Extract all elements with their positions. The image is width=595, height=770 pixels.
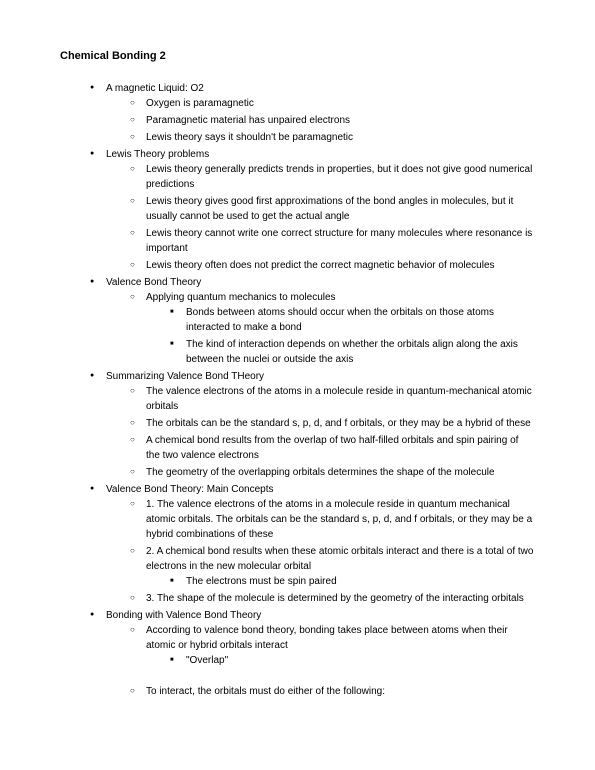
- list-item: The electrons must be spin paired: [170, 574, 535, 589]
- list-item: Applying quantum mechanics to molecules B…: [130, 290, 535, 367]
- list-item-text: Lewis theory cannot write one correct st…: [146, 228, 532, 254]
- list-item: Lewis Theory problems Lewis theory genera…: [90, 147, 535, 273]
- list-item-text: "Overlap": [186, 655, 228, 666]
- list-item-text: Paramagnetic material has unpaired elect…: [146, 115, 350, 126]
- list-item-text: Lewis Theory problems: [106, 149, 209, 160]
- list-level-3: "Overlap": [146, 653, 535, 668]
- list-item: Bonds between atoms should occur when th…: [170, 305, 535, 335]
- list-item-text: The geometry of the overlapping orbitals…: [146, 467, 495, 478]
- list-item: Valence Bond Theory Applying quantum mech…: [90, 275, 535, 367]
- list-item-text: 2. A chemical bond results when these at…: [146, 546, 533, 572]
- list-item-text: The orbitals can be the standard s, p, d…: [146, 418, 531, 429]
- list-item-text: Lewis theory generally predicts trends i…: [146, 164, 532, 190]
- list-level-3: The electrons must be spin paired: [146, 574, 535, 589]
- list-level-2: Oxygen is paramagnetic Paramagnetic mater…: [106, 96, 535, 145]
- list-item-text: Bonding with Valence Bond Theory: [106, 610, 261, 621]
- list-item: Lewis theory gives good first approximat…: [130, 194, 535, 224]
- list-item-text: Summarizing Valence Bond THeory: [106, 371, 264, 382]
- list-item: The valence electrons of the atoms in a …: [130, 384, 535, 414]
- list-level-2: 1. The valence electrons of the atoms in…: [106, 497, 535, 606]
- list-item: Lewis theory generally predicts trends i…: [130, 162, 535, 192]
- list-item: 1. The valence electrons of the atoms in…: [130, 497, 535, 542]
- list-level-3: Bonds between atoms should occur when th…: [146, 305, 535, 367]
- page-title: Chemical Bonding 2: [60, 48, 535, 65]
- list-item-text: To interact, the orbitals must do either…: [146, 686, 385, 697]
- list-item: Lewis theory often does not predict the …: [130, 258, 535, 273]
- list-item-text: Oxygen is paramagnetic: [146, 98, 254, 109]
- list-item-text: A magnetic Liquid: O2: [106, 83, 204, 94]
- list-item: Paramagnetic material has unpaired elect…: [130, 113, 535, 128]
- list-item: 2. A chemical bond results when these at…: [130, 544, 535, 589]
- list-item: Lewis theory cannot write one correct st…: [130, 226, 535, 256]
- list-item: A chemical bond results from the overlap…: [130, 433, 535, 463]
- list-item-text: Lewis theory gives good first approximat…: [146, 196, 513, 222]
- list-level-2: Applying quantum mechanics to molecules B…: [106, 290, 535, 367]
- list-item-text: 1. The valence electrons of the atoms in…: [146, 499, 532, 540]
- list-item-text: Lewis theory often does not predict the …: [146, 260, 495, 271]
- spacer: [130, 670, 535, 684]
- list-item-text: Lewis theory says it shouldn't be parama…: [146, 132, 353, 143]
- list-level-2: The valence electrons of the atoms in a …: [106, 384, 535, 480]
- list-item-text: Bonds between atoms should occur when th…: [186, 307, 494, 333]
- list-item: Bonding with Valence Bond Theory Accordin…: [90, 608, 535, 699]
- list-item-text: The valence electrons of the atoms in a …: [146, 386, 532, 412]
- list-item-text: 3. The shape of the molecule is determin…: [146, 593, 524, 604]
- outline-root: A magnetic Liquid: O2 Oxygen is paramagne…: [60, 81, 535, 699]
- list-item-text: Valence Bond Theory: [106, 277, 201, 288]
- list-item: According to valence bond theory, bondin…: [130, 623, 535, 668]
- list-item-text: A chemical bond results from the overlap…: [146, 435, 518, 461]
- list-item: The geometry of the overlapping orbitals…: [130, 465, 535, 480]
- list-item-text: Valence Bond Theory: Main Concepts: [106, 484, 274, 495]
- list-item: To interact, the orbitals must do either…: [130, 684, 535, 699]
- list-item: A magnetic Liquid: O2 Oxygen is paramagne…: [90, 81, 535, 145]
- list-item: Lewis theory says it shouldn't be parama…: [130, 130, 535, 145]
- list-item-text: According to valence bond theory, bondin…: [146, 625, 508, 651]
- list-item: The kind of interaction depends on wheth…: [170, 337, 535, 367]
- list-level-2: Lewis theory generally predicts trends i…: [106, 162, 535, 273]
- list-item: The orbitals can be the standard s, p, d…: [130, 416, 535, 431]
- list-item: "Overlap": [170, 653, 535, 668]
- list-item: Summarizing Valence Bond THeory The valen…: [90, 369, 535, 480]
- list-level-2: According to valence bond theory, bondin…: [106, 623, 535, 699]
- list-item-text: The kind of interaction depends on wheth…: [186, 339, 518, 365]
- list-item: 3. The shape of the molecule is determin…: [130, 591, 535, 606]
- list-item: Valence Bond Theory: Main Concepts 1. The…: [90, 482, 535, 606]
- list-item: Oxygen is paramagnetic: [130, 96, 535, 111]
- list-item-text: The electrons must be spin paired: [186, 576, 337, 587]
- list-item-text: Applying quantum mechanics to molecules: [146, 292, 336, 303]
